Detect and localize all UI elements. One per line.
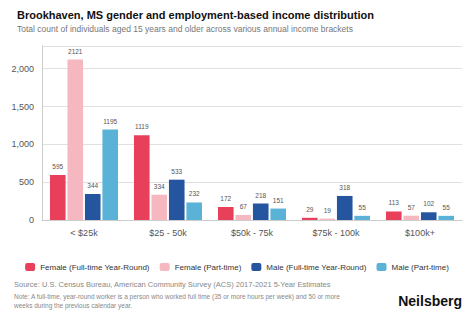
svg-text:344: 344 — [87, 182, 98, 189]
svg-text:29: 29 — [306, 206, 314, 213]
svg-text:67: 67 — [240, 203, 248, 210]
svg-text:151: 151 — [273, 197, 284, 204]
svg-text:$100k+: $100k+ — [405, 228, 435, 238]
svg-text:1195: 1195 — [103, 118, 117, 125]
svg-text:$50k - 75k: $50k - 75k — [231, 228, 274, 238]
svg-text:334: 334 — [154, 183, 165, 190]
svg-text:Female (Part-time): Female (Part-time) — [175, 263, 242, 272]
svg-text:$75k - 100k: $75k - 100k — [312, 228, 360, 238]
svg-text:Male (Part-time): Male (Part-time) — [392, 263, 450, 272]
svg-text:weeks during the previous cale: weeks during the previous calendar year. — [13, 302, 132, 310]
svg-text:2121: 2121 — [68, 48, 83, 55]
svg-text:Total count of individuals age: Total count of individuals aged 15 years… — [17, 24, 353, 34]
svg-text:218: 218 — [255, 192, 266, 199]
svg-text:Note: A full-time, year-round: Note: A full-time, year-round worker is … — [14, 293, 342, 301]
svg-text:1119: 1119 — [135, 123, 149, 130]
svg-text:113: 113 — [389, 199, 400, 206]
svg-text:55: 55 — [443, 204, 451, 211]
svg-text:1,500: 1,500 — [11, 102, 34, 112]
svg-text:$25 - 50k: $25 - 50k — [149, 228, 187, 238]
svg-text:< $25k: < $25k — [70, 228, 98, 238]
svg-text:57: 57 — [408, 204, 416, 211]
svg-text:Female (Full-time Year-Round): Female (Full-time Year-Round) — [40, 263, 150, 272]
svg-text:0: 0 — [29, 215, 34, 225]
svg-text:1,000: 1,000 — [11, 139, 34, 149]
svg-text:318: 318 — [339, 184, 350, 191]
svg-text:500: 500 — [19, 177, 34, 187]
svg-text:595: 595 — [52, 163, 63, 170]
svg-text:Male (Full-time Year-Round): Male (Full-time Year-Round) — [266, 263, 366, 272]
svg-text:102: 102 — [423, 200, 434, 207]
svg-text:172: 172 — [220, 195, 231, 202]
svg-text:Source: U.S. Census Bureau, Am: Source: U.S. Census Bureau, American Com… — [14, 280, 331, 289]
svg-text:Neilsberg: Neilsberg — [398, 293, 462, 309]
svg-text:232: 232 — [189, 190, 200, 197]
svg-text:19: 19 — [324, 207, 332, 214]
svg-text:Brookhaven, MS gender and empl: Brookhaven, MS gender and employment-bas… — [17, 9, 374, 21]
svg-text:55: 55 — [359, 204, 367, 211]
svg-text:2,000: 2,000 — [11, 64, 34, 74]
svg-text:533: 533 — [171, 168, 182, 175]
